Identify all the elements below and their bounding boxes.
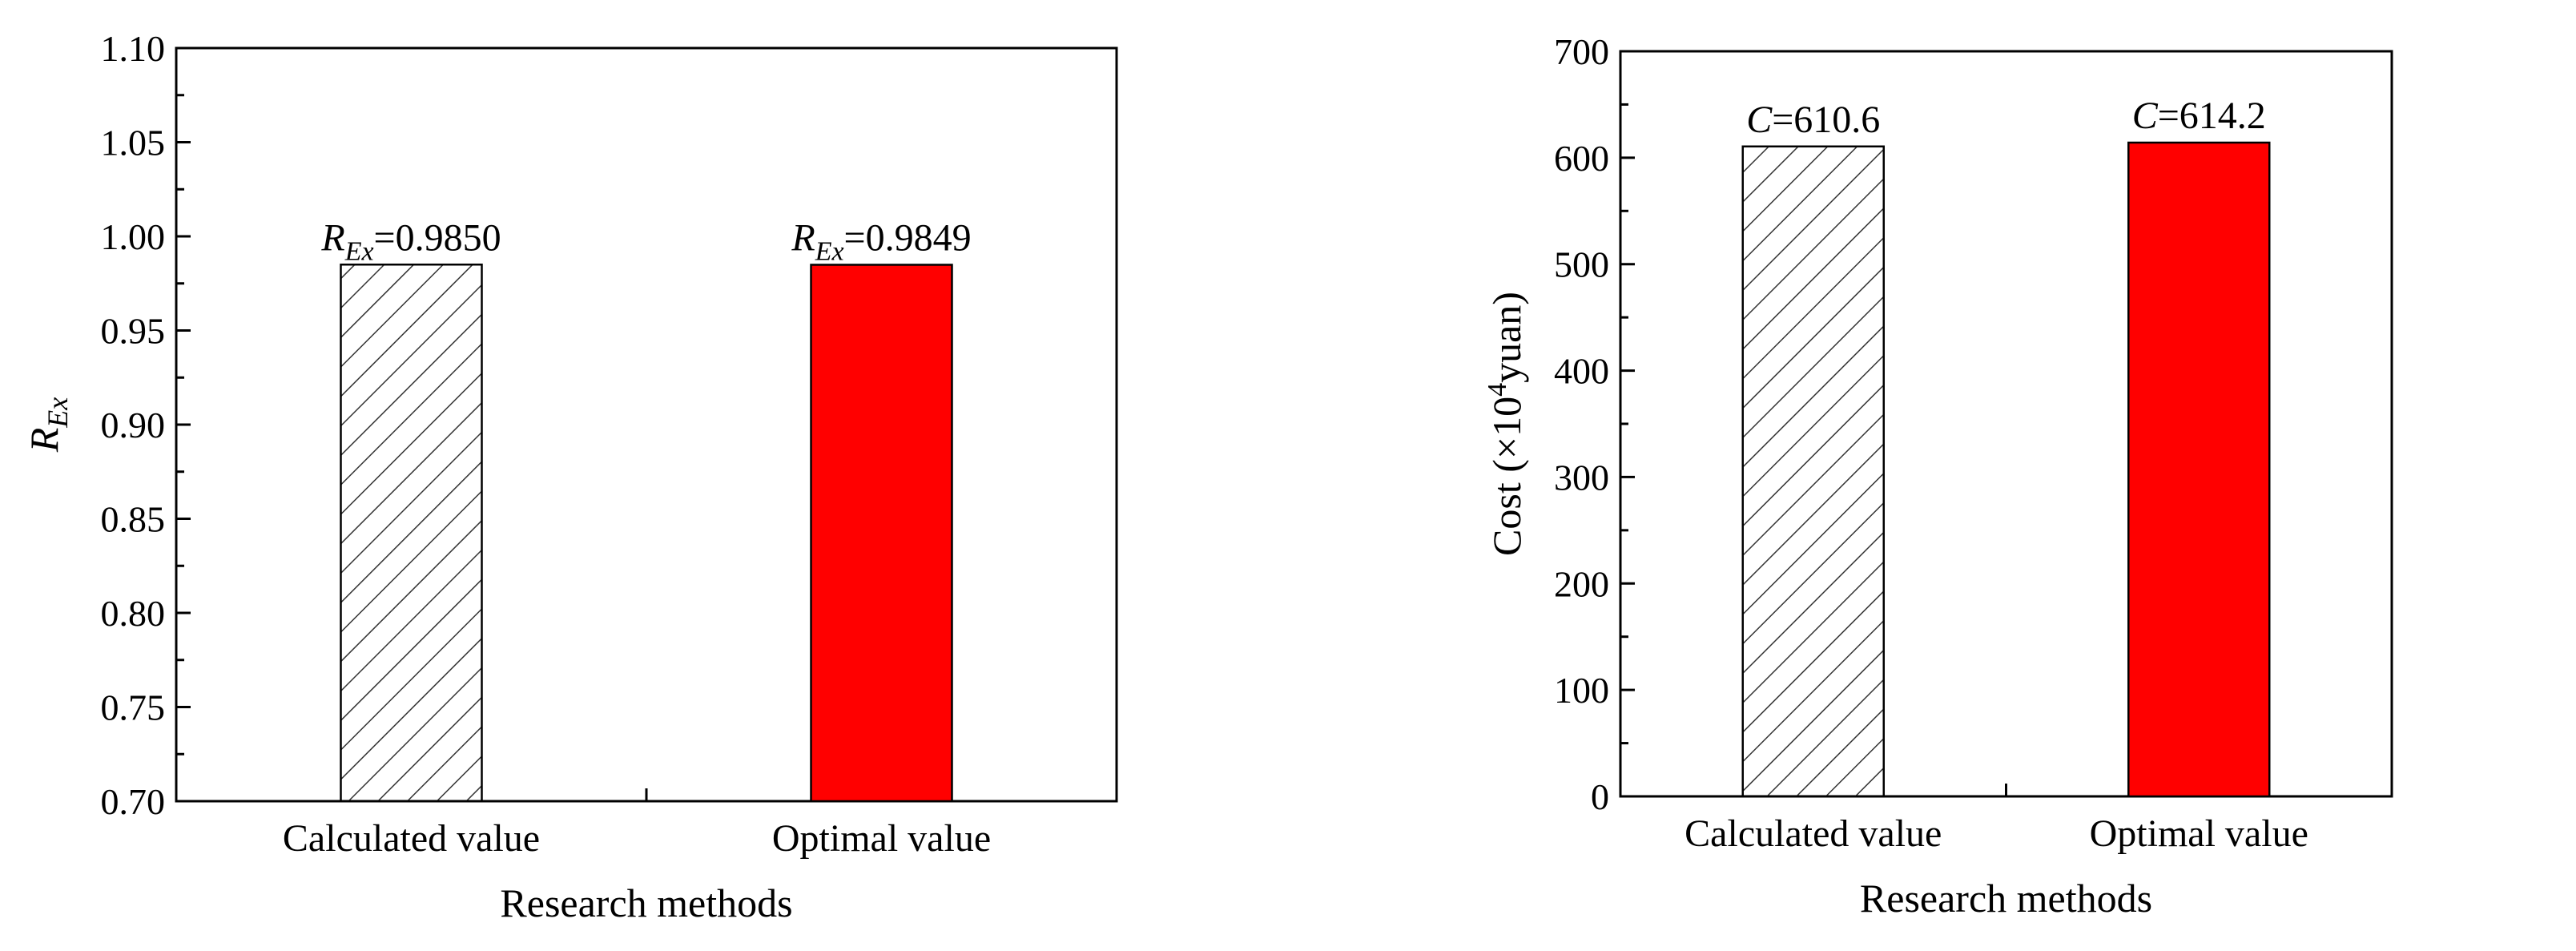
- y-axis-title: Cost (×104yuan): [1483, 292, 1529, 556]
- y-tick-label: 0.80: [101, 593, 166, 634]
- x-tick-label: Calculated value: [1684, 812, 1942, 855]
- y-tick-label: 0.85: [101, 499, 166, 540]
- x-tick-label: Calculated value: [283, 817, 540, 860]
- data-label: C=614.2: [2132, 95, 2266, 137]
- x-tick-label: Optimal value: [2090, 812, 2308, 855]
- data-label: C=610.6: [1746, 99, 1880, 141]
- chart-left: 0.70 0.75 0.80 0.85 0.90 0.95 1.00 1.05 1.10 Calc…: [22, 28, 1118, 925]
- x-tick-label: Optimal value: [772, 817, 991, 860]
- bar-calculated-value: [1741, 145, 1885, 798]
- y-tick-label: 0.90: [101, 405, 166, 445]
- plot-frame: [1619, 50, 2393, 798]
- y-tick-label: 200: [1554, 563, 1609, 604]
- y-tick-label: 500: [1554, 244, 1609, 285]
- y-tick-label: 300: [1554, 457, 1609, 498]
- x-axis-title: Research methods: [500, 880, 792, 925]
- y-tick-label: 400: [1554, 351, 1609, 392]
- chart-right: 0 100 200 300 400 500 600 700 Calculated value C=…: [1483, 31, 2393, 921]
- x-axis-title: Research methods: [1860, 876, 2152, 921]
- bar-optimal-value: [2127, 141, 2271, 798]
- data-label: REx=0.9849: [791, 216, 971, 266]
- bar-optimal-value: [810, 264, 953, 803]
- y-tick-label: 0.75: [101, 687, 166, 728]
- data-label: REx=0.9850: [320, 216, 501, 266]
- y-tick-label: 1.10: [101, 28, 166, 69]
- y-tick-label: 0: [1591, 776, 1609, 817]
- y-tick-label: 1.05: [101, 123, 166, 163]
- y-tick-label: 700: [1554, 31, 1609, 72]
- y-tick-label: 0.70: [101, 781, 166, 822]
- y-tick-label: 100: [1554, 670, 1609, 711]
- bar-calculated-value: [340, 264, 483, 803]
- y-tick-label: 0.95: [101, 311, 166, 352]
- y-tick-label: 600: [1554, 138, 1609, 179]
- y-axis-title: REx: [22, 397, 74, 453]
- y-tick-label: 1.00: [101, 216, 166, 257]
- plot-frame: [175, 46, 1118, 803]
